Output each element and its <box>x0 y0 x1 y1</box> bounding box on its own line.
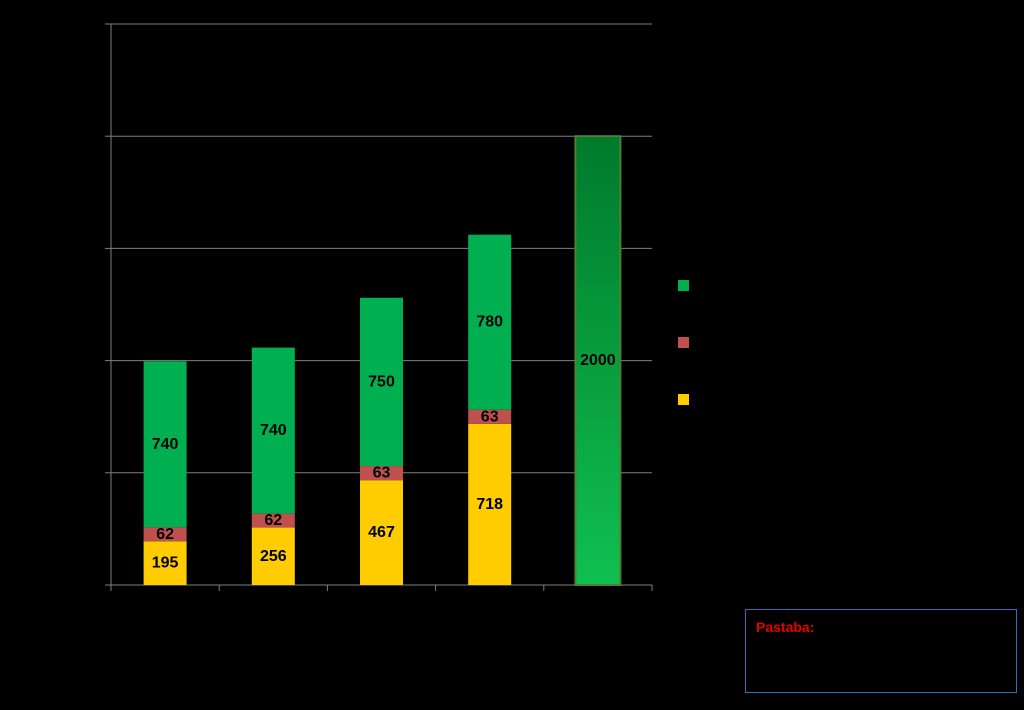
data-label-s0-c1: 256 <box>260 548 287 565</box>
data-label-s1-c2: 63 <box>373 465 391 482</box>
bar-segment-s2-c0 <box>143 361 187 528</box>
data-label-s0-c0: 195 <box>152 555 179 572</box>
bar-segment-s0-c0 <box>143 541 187 585</box>
bar-segment-s2-c1 <box>251 347 295 514</box>
legend-marker-s2 <box>678 280 689 291</box>
data-label-s0-c2: 467 <box>368 524 395 541</box>
bar-segment-s1-c3 <box>468 409 512 424</box>
bar-segment-s1-c1 <box>251 513 295 528</box>
bar-segment-s2-c3 <box>468 234 512 410</box>
data-label-s0-c3: 718 <box>476 496 503 513</box>
bar-segment-s0-c3 <box>468 423 512 585</box>
data-label-s2-c0: 740 <box>152 436 179 453</box>
data-label-s2-c1: 740 <box>260 422 287 439</box>
legend-marker-s1 <box>678 337 689 348</box>
legend <box>678 280 689 405</box>
note-label: Pastaba: <box>756 619 815 635</box>
target-bar <box>574 135 622 586</box>
data-label-s1-c0: 62 <box>156 526 174 543</box>
data-label-s1-c3: 63 <box>481 408 499 425</box>
bar-segment-s0-c2 <box>360 480 403 585</box>
bar-segment-s1-c0 <box>143 527 187 542</box>
data-label-s2-c2: 750 <box>368 373 395 390</box>
bar-segment-s2-c2 <box>360 297 403 467</box>
data-label-s1-c1: 62 <box>264 512 282 529</box>
note-box: Pastaba: <box>745 609 1017 693</box>
data-label-target: 2000 <box>580 352 616 369</box>
bar-segment-s1-c2 <box>360 466 403 481</box>
bars <box>143 135 622 586</box>
data-labels: 195 62 740 256 62 740 467 63 750 718 63 780 2000 <box>152 314 616 572</box>
gridlines <box>111 23 652 474</box>
legend-marker-s0 <box>678 394 689 405</box>
data-label-s2-c3: 780 <box>476 314 503 331</box>
bar-segment-s0-c1 <box>251 527 295 585</box>
